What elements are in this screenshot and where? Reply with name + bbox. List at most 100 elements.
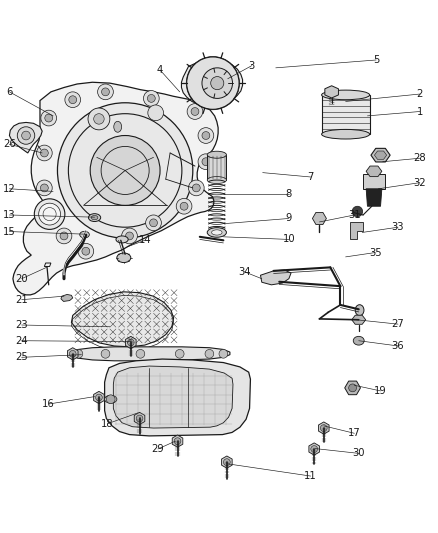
Polygon shape: [94, 391, 104, 403]
Ellipse shape: [353, 336, 364, 345]
Circle shape: [74, 350, 83, 358]
Circle shape: [102, 88, 110, 96]
Circle shape: [148, 94, 155, 102]
Circle shape: [349, 384, 357, 392]
Circle shape: [176, 198, 192, 214]
Ellipse shape: [80, 231, 89, 238]
Circle shape: [202, 158, 210, 166]
Text: 32: 32: [413, 177, 426, 188]
Polygon shape: [105, 359, 251, 436]
Text: 7: 7: [307, 172, 314, 182]
Text: 4: 4: [157, 65, 163, 75]
Circle shape: [150, 219, 157, 227]
Circle shape: [78, 244, 94, 259]
Circle shape: [122, 228, 138, 244]
Text: 24: 24: [15, 336, 28, 346]
Circle shape: [90, 135, 160, 205]
Circle shape: [60, 232, 68, 240]
Circle shape: [174, 438, 181, 445]
Circle shape: [98, 84, 113, 100]
Circle shape: [352, 206, 363, 217]
Text: 26: 26: [3, 139, 16, 149]
Ellipse shape: [321, 90, 370, 100]
Circle shape: [127, 339, 134, 346]
Text: 14: 14: [138, 235, 151, 245]
Ellipse shape: [116, 236, 128, 243]
Circle shape: [57, 103, 193, 238]
Circle shape: [219, 350, 228, 358]
Ellipse shape: [355, 305, 364, 316]
Circle shape: [144, 91, 159, 106]
Text: 16: 16: [42, 399, 55, 409]
Polygon shape: [312, 213, 326, 224]
Polygon shape: [366, 166, 382, 176]
Text: 33: 33: [392, 222, 404, 232]
Ellipse shape: [207, 228, 226, 237]
Polygon shape: [61, 294, 73, 302]
Text: 31: 31: [348, 210, 360, 220]
Circle shape: [56, 228, 72, 244]
Polygon shape: [366, 189, 382, 206]
Circle shape: [211, 77, 224, 90]
Circle shape: [188, 180, 204, 196]
Circle shape: [205, 350, 214, 358]
Polygon shape: [222, 456, 232, 468]
Text: 19: 19: [374, 386, 387, 396]
Text: 36: 36: [392, 341, 404, 351]
Circle shape: [148, 105, 163, 120]
Ellipse shape: [114, 122, 122, 132]
Text: 23: 23: [15, 320, 28, 330]
Text: 15: 15: [3, 227, 16, 237]
Polygon shape: [371, 148, 390, 162]
Circle shape: [41, 110, 57, 126]
Circle shape: [187, 57, 239, 109]
Circle shape: [126, 232, 134, 240]
Polygon shape: [325, 86, 339, 98]
Circle shape: [146, 215, 161, 231]
Text: 20: 20: [15, 274, 28, 284]
Circle shape: [42, 206, 57, 222]
Polygon shape: [134, 413, 145, 425]
Circle shape: [321, 425, 327, 431]
Ellipse shape: [321, 130, 370, 139]
Bar: [321, 95, 370, 134]
Polygon shape: [318, 422, 329, 434]
Text: 9: 9: [286, 214, 292, 223]
Text: 28: 28: [413, 153, 426, 163]
Text: 1: 1: [417, 107, 423, 117]
Text: 11: 11: [304, 471, 317, 481]
Text: 25: 25: [15, 352, 28, 362]
Polygon shape: [352, 315, 366, 324]
Circle shape: [175, 350, 184, 358]
Circle shape: [36, 145, 52, 161]
Text: 8: 8: [286, 189, 292, 199]
Circle shape: [101, 350, 110, 358]
Circle shape: [192, 184, 200, 192]
Circle shape: [202, 132, 210, 140]
Circle shape: [136, 350, 145, 358]
Polygon shape: [345, 381, 360, 394]
Polygon shape: [261, 270, 291, 285]
Polygon shape: [10, 123, 42, 153]
Text: 27: 27: [392, 319, 404, 329]
Text: 13: 13: [3, 210, 16, 220]
Text: 2: 2: [417, 89, 423, 99]
Polygon shape: [13, 82, 218, 295]
Circle shape: [69, 351, 76, 357]
Circle shape: [40, 149, 48, 157]
Circle shape: [69, 96, 77, 103]
Ellipse shape: [105, 395, 117, 403]
Ellipse shape: [207, 176, 226, 183]
Polygon shape: [67, 348, 78, 360]
Polygon shape: [113, 366, 233, 428]
Circle shape: [82, 247, 90, 255]
Circle shape: [36, 180, 52, 196]
Bar: [207, 155, 226, 180]
Circle shape: [88, 108, 110, 130]
Circle shape: [17, 127, 35, 144]
Ellipse shape: [91, 215, 98, 220]
Text: 3: 3: [249, 61, 255, 71]
Ellipse shape: [212, 230, 222, 235]
Circle shape: [136, 415, 143, 422]
Ellipse shape: [117, 253, 131, 263]
